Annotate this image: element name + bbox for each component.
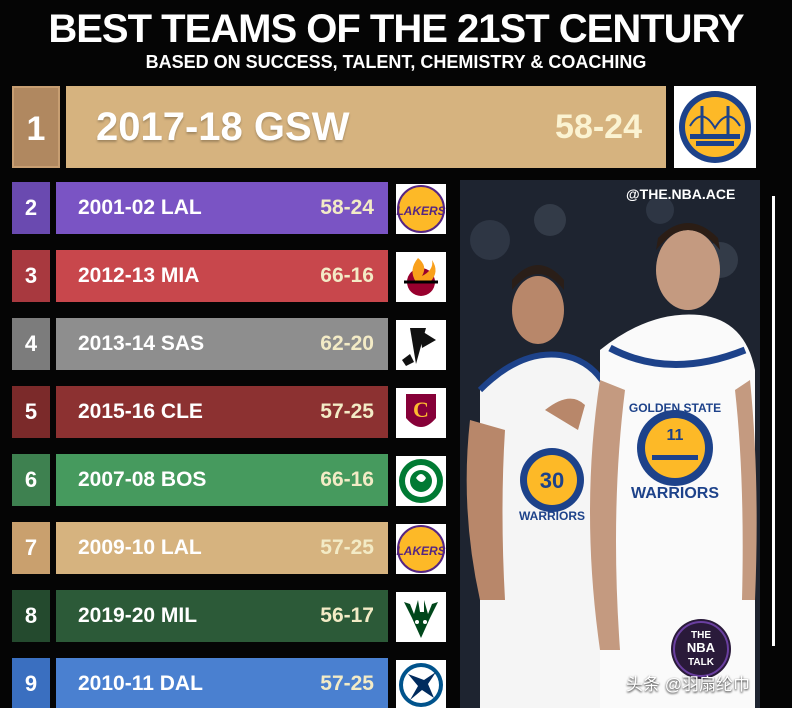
left-jersey-number: 30 (540, 468, 564, 493)
svg-text:C: C (413, 397, 429, 422)
team-record: 56-17 (320, 604, 374, 627)
players-illustration: 30 WARRIORS GOLDEN STATE 11 WARRIORS (460, 180, 760, 708)
team-name: 2007-08 BOS (78, 468, 207, 491)
team-record: 66-16 (320, 468, 374, 491)
team-bar: 2010-11 DAL 57-25 (56, 658, 388, 708)
cavaliers-logo-icon: C (396, 388, 446, 438)
ranking-row-3: 3 2012-13 MIA 66-16 (12, 250, 450, 302)
team-record: 57-25 (320, 400, 374, 423)
ranking-row-1: 1 2017-18 GSW 58-24 (12, 86, 774, 168)
team-record: 58-24 (555, 108, 642, 146)
team-name: 2010-11 DAL (78, 672, 203, 695)
ranking-row-6: 6 2007-08 BOS 66-16 (12, 454, 450, 506)
heat-logo-icon (396, 252, 446, 302)
rank-number: 5 (12, 386, 50, 438)
team-bar: 2013-14 SAS 62-20 (56, 318, 388, 370)
team-name: 2013-14 SAS (78, 332, 205, 355)
rank-number: 2 (12, 182, 50, 234)
team-name: 2015-16 CLE (78, 400, 203, 423)
rank-number: 8 (12, 590, 50, 642)
team-name: 2017-18 GSW (96, 105, 350, 149)
team-bar: 2017-18 GSW 58-24 (66, 86, 666, 168)
bucks-logo-icon (396, 592, 446, 642)
team-bar: 2015-16 CLE 57-25 (56, 386, 388, 438)
warriors-logo-icon (674, 86, 756, 168)
players-photo: 30 WARRIORS GOLDEN STATE 11 WARRIORS (460, 180, 760, 708)
celtics-logo-icon (396, 456, 446, 506)
team-bar: 2009-10 LAL 57-25 (56, 522, 388, 574)
left-jersey-name: WARRIORS (519, 509, 585, 523)
divider-line (772, 196, 775, 646)
team-record: 57-25 (320, 672, 374, 695)
team-name: 2009-10 LAL (78, 536, 202, 559)
rank-number: 6 (12, 454, 50, 506)
rank-number: 1 (12, 86, 60, 168)
page-subtitle: BASED ON SUCCESS, TALENT, CHEMISTRY & CO… (145, 52, 647, 72)
lakers-logo-icon: LAKERS (396, 524, 446, 574)
team-record: 62-20 (320, 332, 374, 355)
page-title: BEST TEAMS OF THE 21ST CENTURY (48, 7, 744, 51)
ranking-row-8: 8 2019-20 MIL 56-17 (12, 590, 450, 642)
team-record: 57-25 (320, 536, 374, 559)
team-bar: 2001-02 LAL 58-24 (56, 182, 388, 234)
lakers-logo-text: LAKERS (396, 544, 445, 558)
right-jersey-team: GOLDEN STATE (629, 401, 721, 415)
watermark: 头条 @羽扇纶巾 (626, 675, 750, 694)
badge-line-3: TALK (688, 657, 715, 668)
team-bar: 2012-13 MIA 66-16 (56, 250, 388, 302)
right-jersey-number: 11 (667, 427, 684, 444)
spurs-logo-icon (396, 320, 446, 370)
right-jersey-name: WARRIORS (631, 485, 719, 502)
team-bar: 2007-08 BOS 66-16 (56, 454, 388, 506)
ranking-row-7: 7 2009-10 LAL 57-25 LAKERS (12, 522, 450, 574)
ranking-row-5: 5 2015-16 CLE 57-25 C (12, 386, 450, 438)
mavericks-logo-icon (396, 660, 446, 708)
team-name: 2012-13 MIA (78, 264, 200, 287)
badge-line-2: NBA (687, 640, 716, 655)
ranking-row-2: 2 2001-02 LAL 58-24 LAKERS (12, 182, 450, 234)
badge-line-1: THE (691, 630, 711, 641)
lakers-logo-icon: LAKERS (396, 184, 446, 234)
nba-talk-badge-icon: THE NBA TALK (671, 619, 731, 679)
team-record: 66-16 (320, 264, 374, 287)
rank-number: 4 (12, 318, 50, 370)
ranking-row-4: 4 2013-14 SAS 62-20 (12, 318, 450, 370)
social-handle: @THE.NBA.ACE (626, 186, 736, 202)
team-name: 2001-02 LAL (78, 196, 202, 219)
team-record: 58-24 (320, 196, 374, 219)
team-name: 2019-20 MIL (78, 604, 198, 627)
rank-number: 7 (12, 522, 50, 574)
rank-number: 3 (12, 250, 50, 302)
lakers-logo-text: LAKERS (396, 204, 445, 218)
rank-number: 9 (12, 658, 50, 708)
team-bar: 2019-20 MIL 56-17 (56, 590, 388, 642)
ranking-row-9: 9 2010-11 DAL 57-25 (12, 658, 450, 708)
